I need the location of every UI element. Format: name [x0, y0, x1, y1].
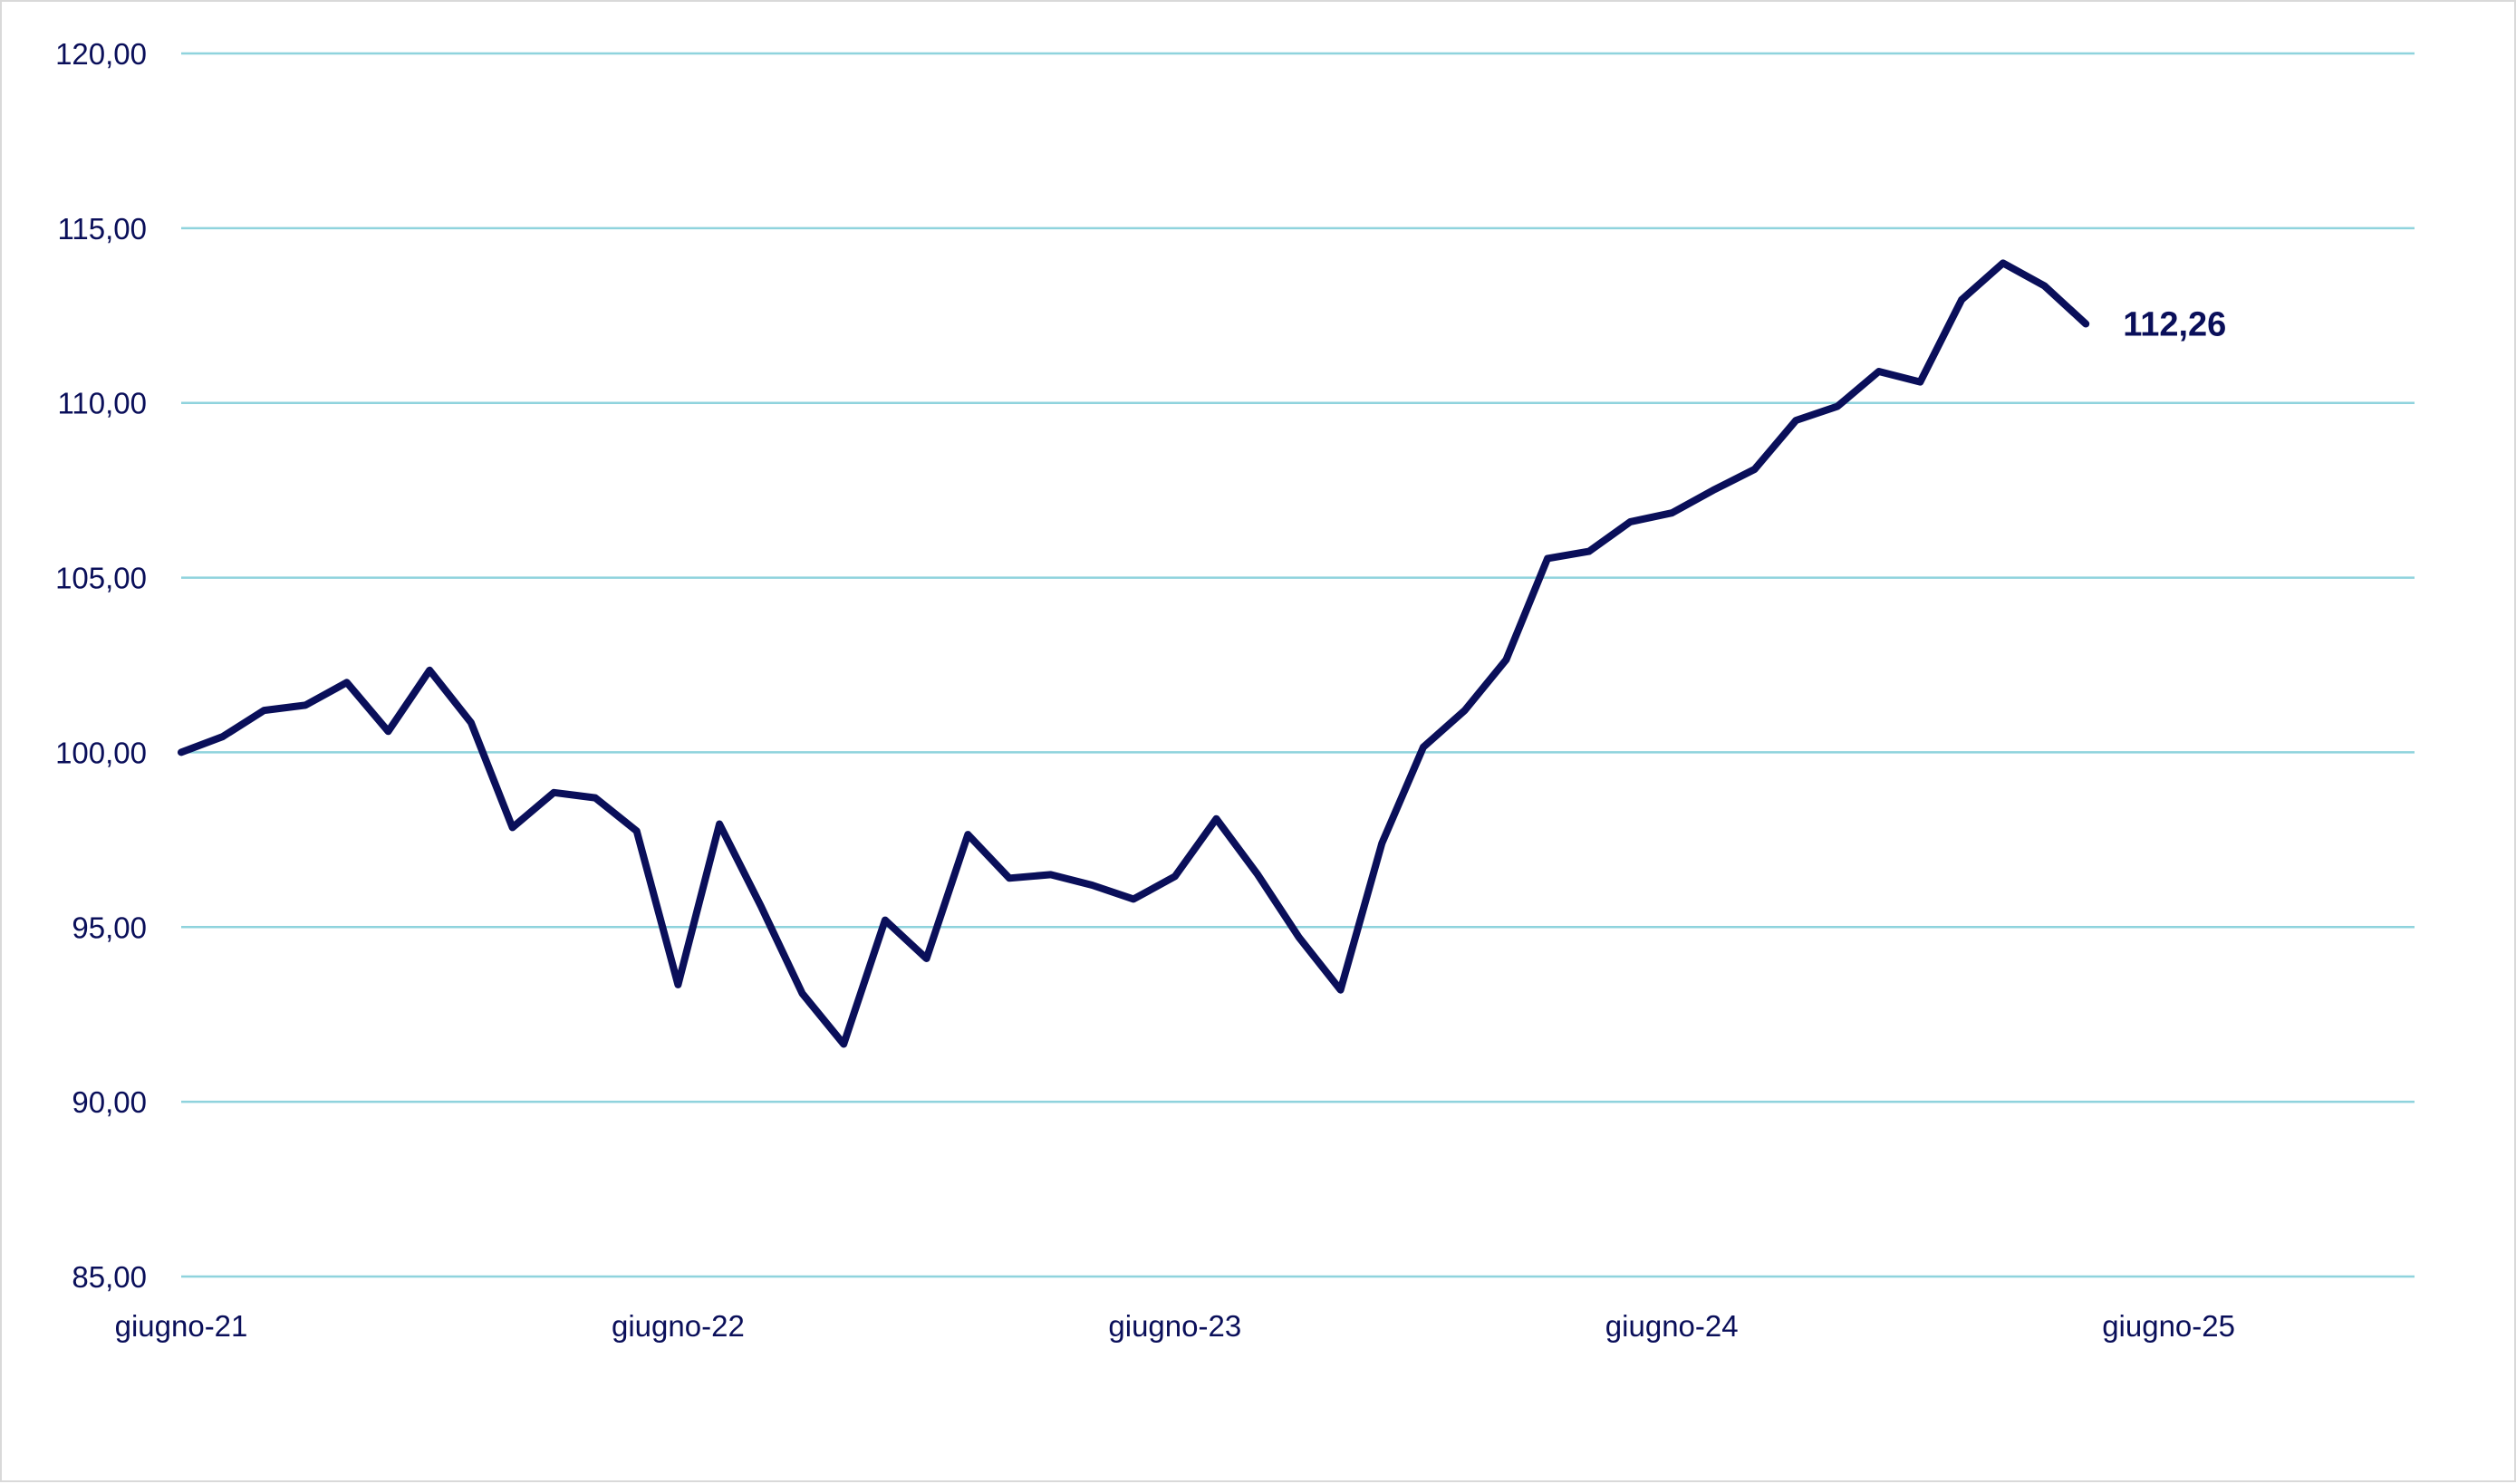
data-point [2081, 320, 2090, 329]
x-tick-label: giugno-22 [612, 1309, 745, 1343]
data-point [259, 706, 268, 715]
data-point [839, 1040, 848, 1049]
data-point [1129, 894, 1138, 903]
y-tick-label: 110,00 [58, 387, 147, 420]
data-point [591, 794, 600, 803]
data-point [1087, 881, 1096, 890]
data-point [342, 678, 352, 687]
data-point [1875, 367, 1884, 376]
y-axis-tick-labels: 85,00 90,00 95,00 100,00 105,00 110,00 115,00 1… [55, 37, 147, 1294]
data-point [1005, 873, 1014, 882]
data-point [2040, 282, 2049, 291]
y-tick-label: 100,00 [55, 736, 147, 769]
data-point [1626, 517, 1635, 526]
series-layer [177, 258, 2090, 1049]
data-point [922, 954, 931, 963]
data-point [1046, 870, 1056, 879]
data-point [673, 980, 682, 989]
x-tick-label: giugno-25 [2102, 1309, 2235, 1343]
data-point [881, 916, 890, 925]
data-point [1667, 508, 1676, 517]
x-tick-label: giugno-24 [1605, 1309, 1739, 1343]
data-point [1253, 870, 1262, 879]
data-point [798, 989, 807, 998]
data-point [715, 820, 724, 829]
y-tick-label: 115,00 [58, 212, 147, 246]
data-point [1999, 258, 2008, 267]
data-point [1171, 872, 1180, 881]
data-point [757, 901, 766, 911]
y-tick-label: 95,00 [72, 911, 147, 944]
data-point [1501, 655, 1510, 664]
data-point [384, 727, 393, 736]
y-tick-label: 85,00 [72, 1260, 147, 1294]
y-tick-label: 120,00 [55, 37, 147, 71]
y-tick-label: 90,00 [72, 1085, 147, 1119]
x-tick-label: giugno-23 [1108, 1309, 1241, 1343]
data-point [1212, 814, 1221, 824]
data-point [218, 732, 227, 741]
last-value-label: 112,26 [2123, 306, 2226, 344]
data-point [1709, 486, 1718, 495]
data-point [301, 700, 310, 709]
data-point [508, 823, 517, 832]
data-point [177, 747, 186, 756]
data-point [1585, 547, 1594, 556]
grid-lines [181, 52, 2415, 1278]
data-point [1377, 839, 1386, 848]
data-point [1419, 743, 1428, 752]
data-point [549, 788, 558, 797]
y-tick-label: 105,00 [55, 562, 147, 595]
x-axis-tick-labels: giugno-21 giugno-22 giugno-23 giugno-24 giug… [115, 1309, 2235, 1343]
data-point [1915, 378, 1924, 387]
data-point [1791, 416, 1800, 425]
data-point [1833, 402, 1842, 411]
data-point [1957, 295, 1966, 304]
data-point [1295, 933, 1304, 942]
x-tick-label: giugno-21 [115, 1309, 248, 1343]
data-point [425, 666, 434, 675]
series-line [178, 259, 2090, 1048]
data-point [963, 830, 972, 839]
data-point [1336, 986, 1345, 995]
data-point [1460, 706, 1470, 715]
data-point [1750, 465, 1759, 474]
data-point [467, 718, 476, 728]
data-point [632, 826, 641, 835]
data-point [1543, 554, 1552, 563]
